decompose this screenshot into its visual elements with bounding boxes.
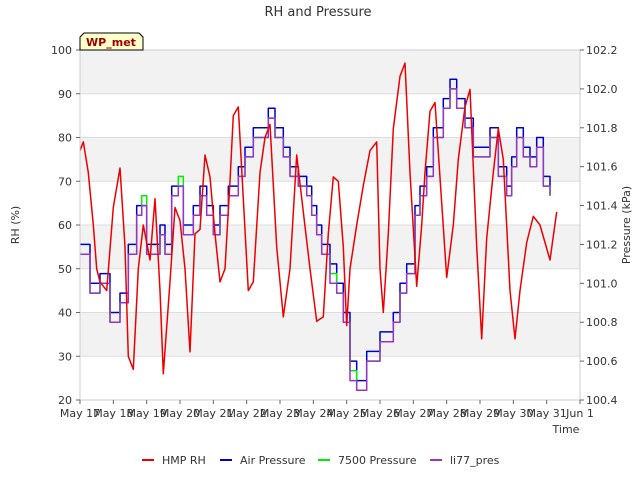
x-tick-label: May 20 xyxy=(160,407,200,420)
chart-title: RH and Pressure xyxy=(264,5,371,20)
series-layer xyxy=(79,62,558,392)
legend: HMP RH Air Pressure 7500 Pressure li77_pres xyxy=(142,454,500,467)
x-tick-label: May 17 xyxy=(60,407,100,420)
plot-band xyxy=(80,50,580,94)
y2-tick-label: 101.0 xyxy=(586,277,618,290)
legend-label-air: Air Pressure xyxy=(240,454,306,467)
y2-tick-label: 101.2 xyxy=(586,238,618,251)
station-badge: WP_met xyxy=(79,32,144,51)
y2-tick-label: 100.6 xyxy=(586,355,618,368)
badge-label: WP_met xyxy=(86,36,136,49)
x-tick-label: May 26 xyxy=(360,407,400,420)
y-tick-label: 40 xyxy=(58,307,72,320)
x-tick-label: May 28 xyxy=(427,407,467,420)
y-tick-label: 90 xyxy=(58,88,72,101)
y-tick-label: 80 xyxy=(58,132,72,145)
x-axis-label: Time xyxy=(552,423,580,436)
y-tick-label: 50 xyxy=(58,263,72,276)
legend-label-hmp: HMP RH xyxy=(162,454,206,467)
plot-band xyxy=(80,312,580,357)
y2-tick-label: 101.6 xyxy=(586,161,618,174)
x-tick-label: May 18 xyxy=(93,407,133,420)
legend-label-li77: li77_pres xyxy=(450,454,500,467)
plot-band xyxy=(80,137,580,182)
x-tick-label: May 24 xyxy=(293,407,333,420)
x-tick-label: May 21 xyxy=(193,407,233,420)
y2-tick-label: 102.0 xyxy=(586,83,618,96)
x-tick-label: Jun 1 xyxy=(565,407,594,420)
y-tick-label: 100 xyxy=(51,44,72,57)
x-tick-label: May 23 xyxy=(260,407,300,420)
plot-band xyxy=(80,356,580,400)
y-tick-label: 30 xyxy=(58,350,72,363)
y2-tick-label: 102.2 xyxy=(586,44,618,57)
series-line-air xyxy=(80,78,551,382)
x-tick-label: May 27 xyxy=(393,407,433,420)
y2-tick-label: 100.4 xyxy=(586,394,618,407)
y-axis-right: 100.4 100.6 100.8 101.0 101.2 101.4 101.6 101.8… xyxy=(580,44,618,407)
x-tick-label: May 30 xyxy=(493,407,533,420)
badge-shape xyxy=(79,32,144,51)
y-tick-label: 60 xyxy=(58,219,72,232)
series-line-hmp xyxy=(79,62,558,375)
series-line-li77 xyxy=(80,88,551,392)
x-tick-label: May 31 xyxy=(527,407,567,420)
y-tick-label: 70 xyxy=(58,175,72,188)
x-tick-label: May 25 xyxy=(327,407,367,420)
legend-label-p7500: 7500 Pressure xyxy=(338,454,417,467)
plot-band xyxy=(80,93,580,138)
y2-tick-label: 100.8 xyxy=(586,316,618,329)
y2-tick-label: 101.4 xyxy=(586,200,618,213)
x-tick-label: May 29 xyxy=(460,407,500,420)
y-axis-left: 20 30 40 50 60 70 80 90 100 xyxy=(51,44,80,407)
y-axis-label-right: Pressure (kPa) xyxy=(620,186,633,264)
y-axis-label-left: RH (%) xyxy=(9,206,22,244)
y-tick-label: 20 xyxy=(58,394,72,407)
x-tick-label: May 22 xyxy=(227,407,267,420)
x-tick-label: May 19 xyxy=(127,407,167,420)
y2-tick-label: 101.8 xyxy=(586,122,618,135)
